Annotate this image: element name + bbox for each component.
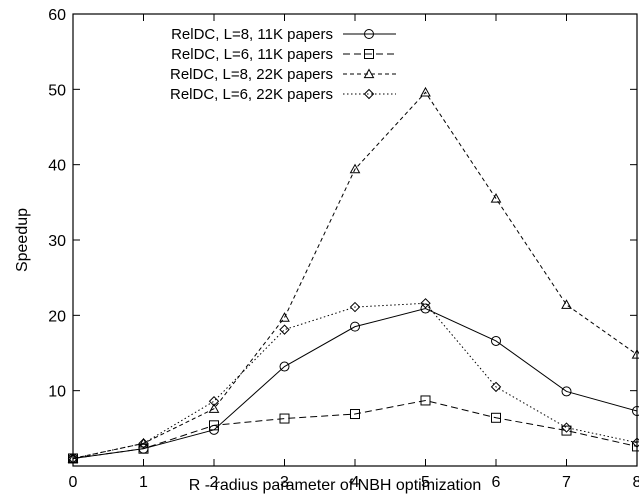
data-point-triangle bbox=[420, 86, 431, 97]
series-line bbox=[72, 399, 638, 459]
x-tick-label: 1 bbox=[139, 474, 148, 491]
data-point-diamond bbox=[349, 301, 361, 313]
data-point-triangle bbox=[561, 299, 572, 309]
data-point-diamond bbox=[631, 437, 639, 448]
y-tick-label: 60 bbox=[48, 7, 66, 24]
legend: RelDC, L=8, 11K papers RelDC, L=6, 11K pa… bbox=[170, 26, 396, 103]
data-point-square bbox=[632, 441, 639, 452]
data-point-square bbox=[350, 409, 360, 420]
data-point-square bbox=[561, 425, 572, 436]
x-tick-label: 2 bbox=[210, 474, 219, 491]
x-tick-label: 3 bbox=[280, 474, 289, 491]
data-point-square bbox=[209, 420, 219, 431]
x-tick-label: 7 bbox=[562, 474, 571, 491]
data-point-circle bbox=[491, 335, 501, 346]
axis-ticks: 0 1 2 3 4 5 6 7 8 10 20 30 40 50 60 bbox=[48, 7, 639, 491]
legend-label: RelDC, L=6, 11K papers bbox=[171, 46, 333, 63]
plot-border bbox=[72, 13, 638, 467]
x-tick-label: 0 bbox=[69, 474, 78, 491]
legend-item: RelDC, L=8, 11K papers bbox=[171, 26, 396, 43]
data-point-triangle bbox=[490, 193, 502, 203]
series-line bbox=[72, 302, 638, 459]
data-point-diamond bbox=[67, 453, 79, 464]
data-point-square bbox=[491, 412, 501, 423]
data-point-square bbox=[420, 395, 431, 406]
y-tick-label: 40 bbox=[48, 158, 66, 175]
x-axis-label: R - radius parameter of NBH optimization bbox=[189, 477, 482, 494]
y-tick-label: 50 bbox=[48, 82, 66, 99]
data-point-diamond bbox=[208, 396, 220, 407]
y-tick-label: 20 bbox=[48, 308, 66, 325]
y-axis-label: Speedup bbox=[14, 208, 31, 272]
x-tick-label: 6 bbox=[492, 474, 501, 491]
y-tick-label: 30 bbox=[48, 233, 66, 250]
data-point-circle bbox=[350, 321, 360, 332]
data-point-triangle bbox=[138, 437, 149, 448]
series-layer bbox=[67, 86, 639, 464]
data-point-diamond bbox=[490, 381, 502, 393]
x-tick-label: 4 bbox=[351, 474, 360, 491]
data-point-diamond bbox=[561, 422, 572, 433]
series-1 bbox=[68, 303, 639, 464]
legend-marker-square bbox=[364, 49, 374, 59]
y-tick-label: 10 bbox=[48, 384, 66, 401]
data-point-diamond bbox=[420, 298, 431, 309]
series-4 bbox=[67, 298, 639, 464]
data-point-circle bbox=[279, 361, 290, 372]
series-2 bbox=[68, 395, 639, 464]
data-point-diamond bbox=[138, 438, 149, 449]
plot-frame bbox=[72, 13, 638, 467]
x-tick-label: 5 bbox=[421, 474, 430, 491]
x-tick-label: 8 bbox=[633, 474, 639, 491]
legend-label: RelDC, L=6, 22K papers bbox=[170, 86, 333, 103]
legend-marker-circle bbox=[364, 29, 374, 39]
legend-label: RelDC, L=8, 11K papers bbox=[171, 26, 333, 43]
data-point-square bbox=[279, 413, 290, 424]
series-3 bbox=[67, 86, 639, 463]
data-point-triangle bbox=[67, 452, 79, 463]
data-point-triangle bbox=[279, 312, 290, 322]
data-point-triangle bbox=[631, 348, 639, 359]
legend-item: RelDC, L=8, 22K papers bbox=[170, 66, 396, 83]
data-point-square bbox=[138, 443, 149, 454]
legend-item: RelDC, L=6, 11K papers bbox=[171, 46, 396, 63]
legend-marker-triangle bbox=[363, 68, 375, 79]
data-point-circle bbox=[561, 386, 572, 397]
data-point-triangle bbox=[208, 403, 220, 413]
series-line bbox=[72, 91, 638, 459]
data-point-circle bbox=[632, 406, 639, 417]
legend-item: RelDC, L=6, 22K papers bbox=[170, 86, 396, 103]
legend-label: RelDC, L=8, 22K papers bbox=[170, 66, 333, 83]
data-point-triangle bbox=[349, 163, 361, 174]
legend-marker-diamond bbox=[363, 88, 375, 100]
data-point-circle bbox=[420, 303, 431, 314]
series-line bbox=[72, 308, 638, 459]
data-point-diamond bbox=[279, 324, 290, 335]
